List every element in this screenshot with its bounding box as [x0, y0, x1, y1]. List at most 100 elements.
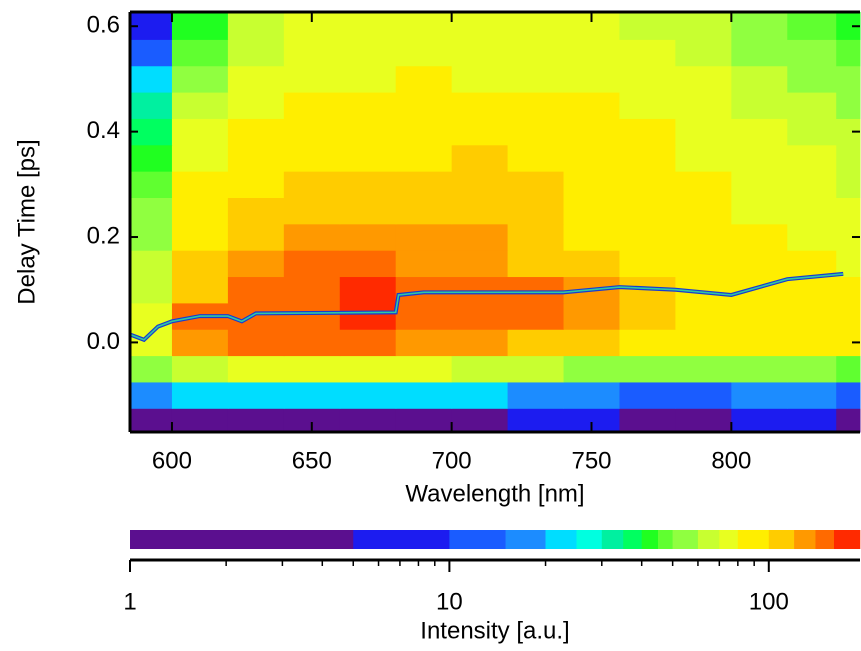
heat-cell: [130, 302, 173, 330]
heat-cell: [227, 118, 285, 146]
heat-cell: [339, 381, 397, 409]
heat-cell: [507, 329, 565, 357]
heat-cell: [731, 302, 788, 330]
colorbar-band: [130, 530, 354, 549]
colorbar-label: Intensity [a.u.]: [420, 617, 569, 644]
heat-cell: [171, 250, 229, 278]
heat-cell: [619, 65, 676, 93]
colorbar-band: [449, 530, 506, 549]
heat-cell: [675, 381, 732, 409]
heat-cell: [227, 302, 285, 330]
heat-cell: [339, 408, 397, 433]
colorbar-tick-label: 10: [436, 588, 463, 615]
heat-cell: [787, 197, 837, 225]
heat-cell: [283, 276, 341, 304]
heat-cell: [787, 65, 837, 93]
heat-cell: [619, 381, 676, 409]
heat-cell: [731, 250, 788, 278]
heat-cell: [507, 302, 565, 330]
heat-cell: [395, 381, 453, 409]
heat-cell: [227, 381, 285, 409]
colorbar-band: [697, 530, 720, 549]
heat-cell: [339, 171, 397, 198]
heat-cell: [787, 39, 837, 67]
heat-cell: [619, 223, 676, 251]
heat-cell: [130, 65, 173, 93]
heat-cell: [395, 39, 453, 67]
heat-cell: [227, 223, 285, 251]
colorbar-band: [719, 530, 739, 549]
heat-cell: [227, 355, 285, 383]
heat-cell: [130, 171, 173, 198]
heat-cell: [395, 302, 453, 330]
heat-cell: [130, 92, 173, 119]
heat-cell: [731, 171, 788, 198]
heat-cell: [675, 92, 732, 119]
heat-cell: [507, 355, 565, 383]
heat-cell: [507, 92, 565, 119]
heat-cell: [227, 408, 285, 433]
heat-cell: [787, 302, 837, 330]
heat-cell: [619, 92, 676, 119]
colorbar-band: [623, 530, 642, 549]
heat-cell: [283, 144, 341, 172]
heat-cell: [339, 250, 397, 278]
heat-cell: [395, 250, 453, 278]
heat-cell: [451, 197, 509, 225]
heat-cell: [395, 355, 453, 383]
heat-cell: [171, 329, 229, 357]
colorbar-band: [794, 530, 816, 549]
heat-cell: [563, 223, 620, 251]
heat-cell: [787, 171, 837, 198]
x-axis-label: Wavelength [nm]: [405, 480, 584, 507]
heat-cell: [787, 118, 837, 146]
x-tick-label: 650: [292, 447, 332, 474]
heat-cell: [283, 223, 341, 251]
heat-cell: [507, 144, 565, 172]
heat-cell: [171, 408, 229, 433]
heat-cell: [339, 144, 397, 172]
heat-cell: [731, 329, 788, 357]
heat-cell: [507, 12, 565, 40]
heat-cell: [451, 329, 509, 357]
heat-cell: [787, 355, 837, 383]
heat-cell: [563, 118, 620, 146]
heat-cell: [787, 250, 837, 278]
heat-cell: [836, 276, 861, 304]
heat-cell: [451, 144, 509, 172]
heat-cell: [731, 355, 788, 383]
heat-cell: [619, 12, 676, 40]
heat-cell: [283, 329, 341, 357]
heat-cell: [171, 197, 229, 225]
heat-cell: [451, 223, 509, 251]
colorbar-band: [545, 530, 577, 549]
heat-cell: [787, 329, 837, 357]
heat-cell: [395, 12, 453, 40]
heat-cell: [731, 197, 788, 225]
heat-cell: [563, 92, 620, 119]
colorbar-band: [505, 530, 546, 549]
heat-cell: [731, 223, 788, 251]
heat-cell: [171, 171, 229, 198]
heat-cell: [675, 171, 732, 198]
heat-cell: [731, 144, 788, 172]
heat-cell: [563, 381, 620, 409]
heat-cell: [507, 118, 565, 146]
heat-cell: [675, 12, 732, 40]
heat-cell: [227, 329, 285, 357]
heat-cell: [227, 276, 285, 304]
heat-cell: [731, 92, 788, 119]
heat-cell: [395, 65, 453, 93]
heat-cell: [675, 329, 732, 357]
heat-cell: [619, 39, 676, 67]
heat-cell: [787, 223, 837, 251]
heat-cell: [130, 144, 173, 172]
heat-cell: [395, 171, 453, 198]
heat-cell: [227, 144, 285, 172]
heat-cell: [563, 302, 620, 330]
heat-cell: [836, 381, 861, 409]
heat-cell: [451, 302, 509, 330]
heat-cell: [731, 12, 788, 40]
y-tick-label: 0.0: [87, 328, 120, 355]
heat-cell: [227, 12, 285, 40]
